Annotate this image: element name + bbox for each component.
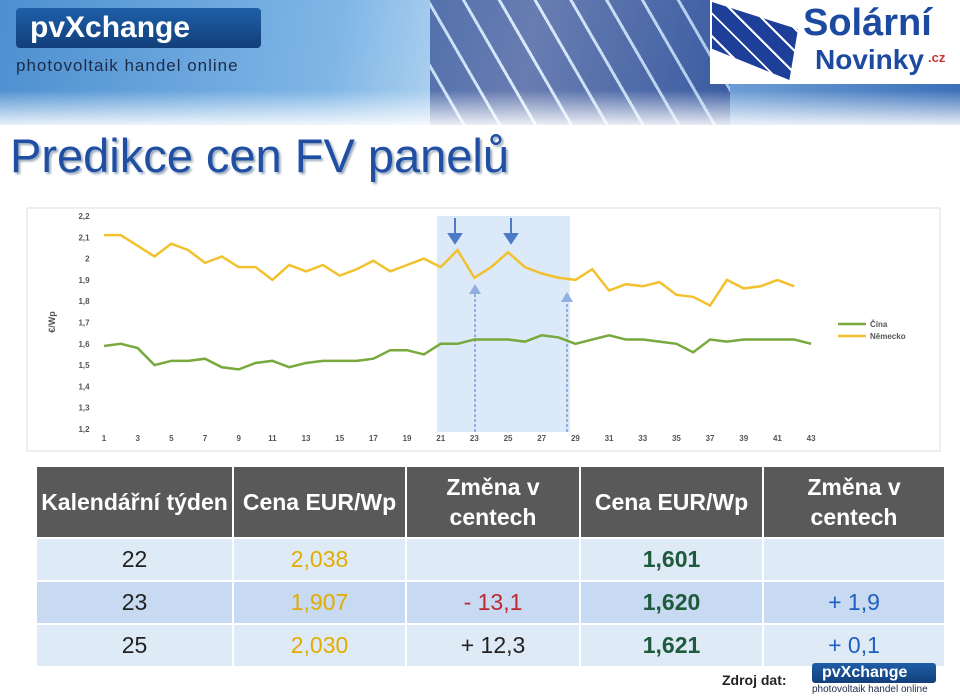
x-tick-label: 5 xyxy=(169,434,174,443)
x-tick-label: 15 xyxy=(335,434,344,443)
y-tick-label: 1,3 xyxy=(78,404,90,413)
table-cell: 25 xyxy=(37,625,232,666)
y-tick-label: 1,5 xyxy=(78,361,90,370)
title: Predikce cen FV panelů xyxy=(10,129,510,182)
column-header: Cena EUR/Wp xyxy=(234,467,405,537)
table-cell: + 1,9 xyxy=(764,582,944,623)
y-tick-label: 1,2 xyxy=(78,425,90,434)
brand: Solární xyxy=(803,2,932,44)
footer-logo: pvXchange xyxy=(812,663,936,683)
y-tick-label: 2 xyxy=(85,255,90,264)
line-series xyxy=(103,333,812,371)
table-cell: + 0,1 xyxy=(764,625,944,666)
brand: Novinky xyxy=(815,44,924,75)
y-tick-label: 1,6 xyxy=(78,340,90,349)
x-tick-label: 27 xyxy=(537,434,546,443)
x-tick-label: 7 xyxy=(203,434,208,443)
column-header: Změna v centech xyxy=(764,467,944,537)
x-tick-label: 23 xyxy=(470,434,479,443)
footer-logo-sub: photovoltaik handel online xyxy=(812,684,928,695)
source: Zdroj dat: xyxy=(722,672,787,688)
x-tick-label: 43 xyxy=(807,434,816,443)
brand: .cz xyxy=(928,50,946,65)
x-tick-label: 29 xyxy=(571,434,580,443)
x-tick-label: 41 xyxy=(773,434,782,443)
y-tick-label: 1,4 xyxy=(78,382,90,391)
x-tick-label: 3 xyxy=(135,434,140,443)
x-tick-label: 17 xyxy=(369,434,378,443)
column-header: Změna v centech xyxy=(407,467,579,537)
legend-label: Německo xyxy=(870,332,906,341)
y-label: €/Wp xyxy=(47,311,57,333)
table-cell: 1,907 xyxy=(234,582,405,623)
y-tick-label: 2,1 xyxy=(78,233,90,242)
banner-fade xyxy=(0,90,960,130)
table-cell: 1,621 xyxy=(581,625,762,666)
x-tick-label: 39 xyxy=(739,434,748,443)
table-cell: 1,601 xyxy=(581,539,762,580)
table-cell: 1,620 xyxy=(581,582,762,623)
logo-sub: photovoltaik handel online xyxy=(16,56,239,75)
table-cell xyxy=(764,539,944,580)
x-tick-label: 1 xyxy=(102,434,107,443)
y-tick-label: 2,2 xyxy=(78,212,90,221)
table-cell xyxy=(407,539,579,580)
x-tick-label: 9 xyxy=(236,434,241,443)
column-header: Cena EUR/Wp xyxy=(581,467,762,537)
table-cell: 2,038 xyxy=(234,539,405,580)
y-tick-label: 1,7 xyxy=(78,319,90,328)
x-tick-label: 35 xyxy=(672,434,681,443)
table-row: 22 2,038 1,601 xyxy=(37,539,944,580)
table-row: 23 1,907- 13,1 1,620 + 1,9 xyxy=(37,582,944,623)
x-tick-label: 37 xyxy=(706,434,715,443)
table-row: 25 2,030 + 12,3 1,621 + 0,1 xyxy=(37,625,944,666)
x-tick-label: 13 xyxy=(302,434,311,443)
y-tick-label: 1,8 xyxy=(78,297,90,306)
table-cell: 2,030 xyxy=(234,625,405,666)
column-header: Kalendářní týden xyxy=(37,467,232,537)
price-table: Kalendářní týden Cena EUR/Wp Změna v cente… xyxy=(35,465,946,668)
x-tick-label: 21 xyxy=(436,434,445,443)
legend-label: Čína xyxy=(870,320,888,329)
x-tick-label: 11 xyxy=(268,434,277,443)
x-tick-label: 33 xyxy=(638,434,647,443)
table-cell: 23 xyxy=(37,582,232,623)
table-cell: + 12,3 xyxy=(407,625,579,666)
logo: pvXchange xyxy=(16,8,261,48)
x-tick-label: 31 xyxy=(605,434,614,443)
highlight xyxy=(437,216,570,432)
table-cell: 22 xyxy=(37,539,232,580)
y-tick-label: 1,9 xyxy=(78,276,90,285)
line-series xyxy=(104,233,795,308)
x-tick-label: 19 xyxy=(403,434,412,443)
x-tick-label: 25 xyxy=(504,434,513,443)
arrows xyxy=(447,218,573,432)
table-cell: - 13,1 xyxy=(407,582,579,623)
